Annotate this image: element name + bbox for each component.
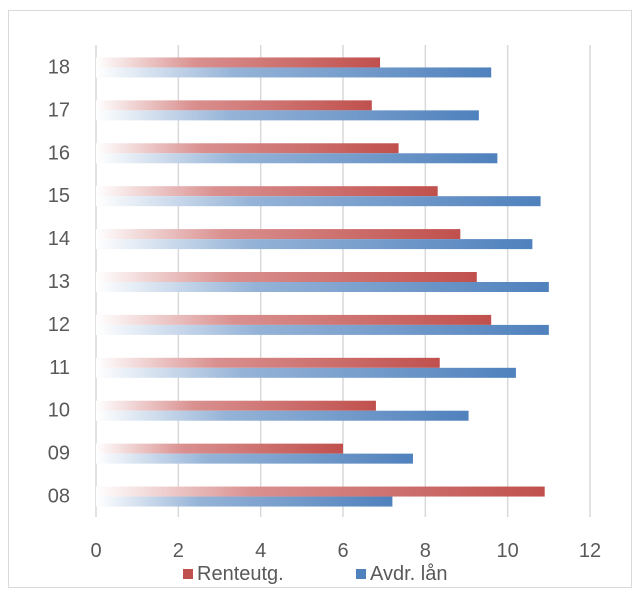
y-tick-label-08: 08: [48, 486, 70, 508]
x-tick-label-6: 6: [337, 540, 348, 562]
bar-avdr-lan-10: [96, 410, 469, 421]
y-tick-label-10: 10: [48, 400, 70, 422]
y-tick-label-12: 12: [48, 314, 70, 336]
bar-renteutg-15: [96, 186, 438, 197]
legend-label-avdr-lan: Avdr. lån: [370, 563, 447, 585]
bar-avdr-lan-12: [96, 324, 549, 335]
bars: [96, 57, 549, 507]
y-tick-label-15: 15: [48, 185, 70, 207]
bar-renteutg-10: [96, 400, 376, 411]
y-tick-label-18: 18: [48, 56, 70, 78]
y-tick-label-16: 16: [48, 142, 70, 164]
x-tick-label-4: 4: [255, 540, 266, 562]
y-tick-label-17: 17: [48, 99, 70, 121]
bar-avdr-lan-15: [96, 196, 541, 207]
bar-renteutg-13: [96, 272, 477, 282]
bar-renteutg-11: [96, 357, 440, 368]
bar-renteutg-08: [96, 486, 545, 497]
bar-avdr-lan-18: [96, 67, 492, 78]
x-tick-label-0: 0: [90, 540, 101, 562]
legend: Renteutg. Avdr. lån: [183, 563, 447, 585]
bar-renteutg-17: [96, 100, 372, 111]
bar-avdr-lan-17: [96, 110, 479, 121]
bar-avdr-lan-14: [96, 239, 533, 250]
y-tick-label-11: 11: [49, 357, 70, 379]
bar-avdr-lan-09: [96, 453, 413, 464]
bar-renteutg-14: [96, 229, 461, 240]
y-tick-label-13: 13: [48, 271, 70, 293]
value-axis: 0 2 4 6 8 10 12: [90, 540, 601, 562]
category-axis: 08 09 10 11 12 13 14 15 16 17 18: [48, 56, 70, 507]
bar-renteutg-18: [96, 57, 381, 68]
bar-avdr-lan-08: [96, 496, 393, 507]
y-tick-label-09: 09: [48, 443, 70, 465]
bar-avdr-lan-16: [96, 153, 498, 164]
y-tick-label-14: 14: [48, 228, 70, 250]
legend-swatch-avdr-lan: [356, 569, 366, 579]
legend-swatch-renteutg: [183, 569, 193, 579]
x-tick-label-2: 2: [173, 540, 184, 562]
bar-renteutg-12: [96, 314, 492, 325]
x-tick-label-10: 10: [497, 540, 519, 562]
x-tick-label-12: 12: [579, 540, 601, 562]
legend-label-renteutg: Renteutg.: [197, 563, 284, 585]
bar-renteutg-09: [96, 443, 343, 454]
bar-avdr-lan-11: [96, 367, 516, 378]
bar-renteutg-16: [96, 143, 399, 154]
bar-avdr-lan-13: [96, 282, 549, 292]
x-tick-label-8: 8: [420, 540, 431, 562]
